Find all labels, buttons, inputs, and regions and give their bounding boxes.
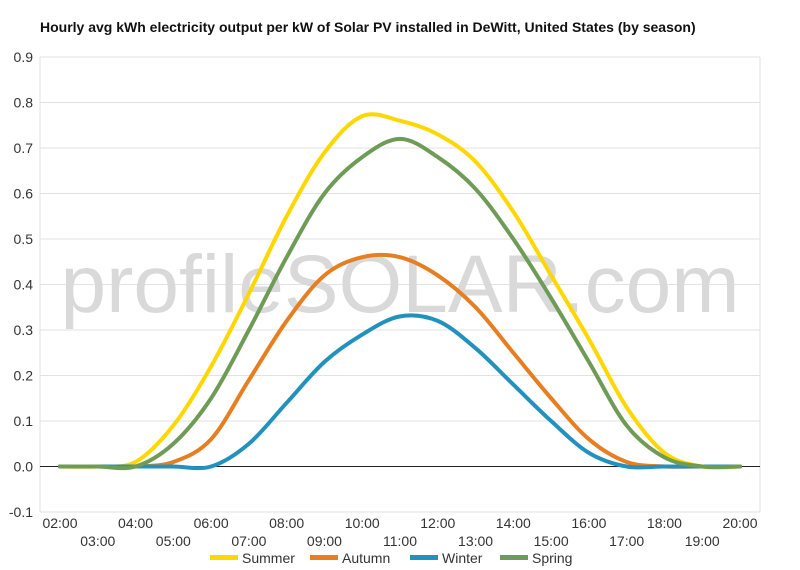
gridlines [39, 56, 761, 513]
legend-swatch [210, 555, 238, 560]
legend-label: Autumn [342, 550, 390, 566]
x-tick-label: 18:00 [647, 515, 682, 531]
x-tick-label: 20:00 [722, 515, 757, 531]
x-tick-label: 13:00 [458, 533, 493, 549]
x-tick-label: 11:00 [383, 533, 417, 549]
y-tick-label: 0.2 [14, 368, 34, 384]
legend-item-winter[interactable]: Winter [410, 550, 483, 566]
y-tick-label: 0.5 [14, 231, 34, 247]
y-tick-label: 0.0 [14, 459, 34, 475]
chart-title: Hourly avg kWh electricity output per kW… [40, 19, 696, 35]
legend-label: Winter [442, 550, 483, 566]
series-line-winter [58, 313, 742, 471]
x-tick-label: 02:00 [42, 515, 77, 531]
x-tick-label: 19:00 [685, 533, 720, 549]
y-tick-label: 0.1 [14, 413, 34, 429]
series-line-summer [58, 112, 742, 470]
legend: Summer Autumn Winter Spring [210, 550, 572, 566]
legend-swatch [500, 555, 528, 560]
legend-item-spring[interactable]: Spring [500, 550, 572, 566]
x-tick-label: 05:00 [156, 533, 191, 549]
y-tick-label: -0.1 [9, 504, 33, 520]
x-tick-label: 09:00 [307, 533, 342, 549]
legend-item-summer[interactable]: Summer [210, 550, 295, 566]
series-lines [58, 112, 742, 471]
legend-item-autumn[interactable]: Autumn [310, 550, 390, 566]
y-tick-label: 0.4 [14, 277, 34, 293]
x-tick-label: 06:00 [194, 515, 229, 531]
y-tick-label: 0.7 [14, 140, 34, 156]
legend-label: Summer [242, 550, 295, 566]
x-tick-label: 04:00 [118, 515, 153, 531]
x-tick-label: 07:00 [231, 533, 266, 549]
x-tick-label: 03:00 [80, 533, 115, 549]
axes: 0.90.80.70.60.50.40.30.20.10.0-0.102:000… [9, 49, 760, 549]
x-tick-label: 10:00 [345, 515, 380, 531]
x-tick-label: 17:00 [609, 533, 644, 549]
x-tick-label: 12:00 [420, 515, 455, 531]
legend-swatch [310, 555, 338, 560]
x-tick-label: 14:00 [496, 515, 531, 531]
legend-swatch [410, 555, 438, 560]
y-tick-label: 0.6 [14, 186, 34, 202]
y-tick-label: 0.3 [14, 322, 34, 338]
x-tick-label: 16:00 [571, 515, 606, 531]
y-tick-label: 0.8 [14, 95, 34, 111]
x-tick-label: 15:00 [534, 533, 569, 549]
legend-label: Spring [532, 550, 572, 566]
y-tick-label: 0.9 [14, 49, 34, 65]
x-tick-label: 08:00 [269, 515, 304, 531]
